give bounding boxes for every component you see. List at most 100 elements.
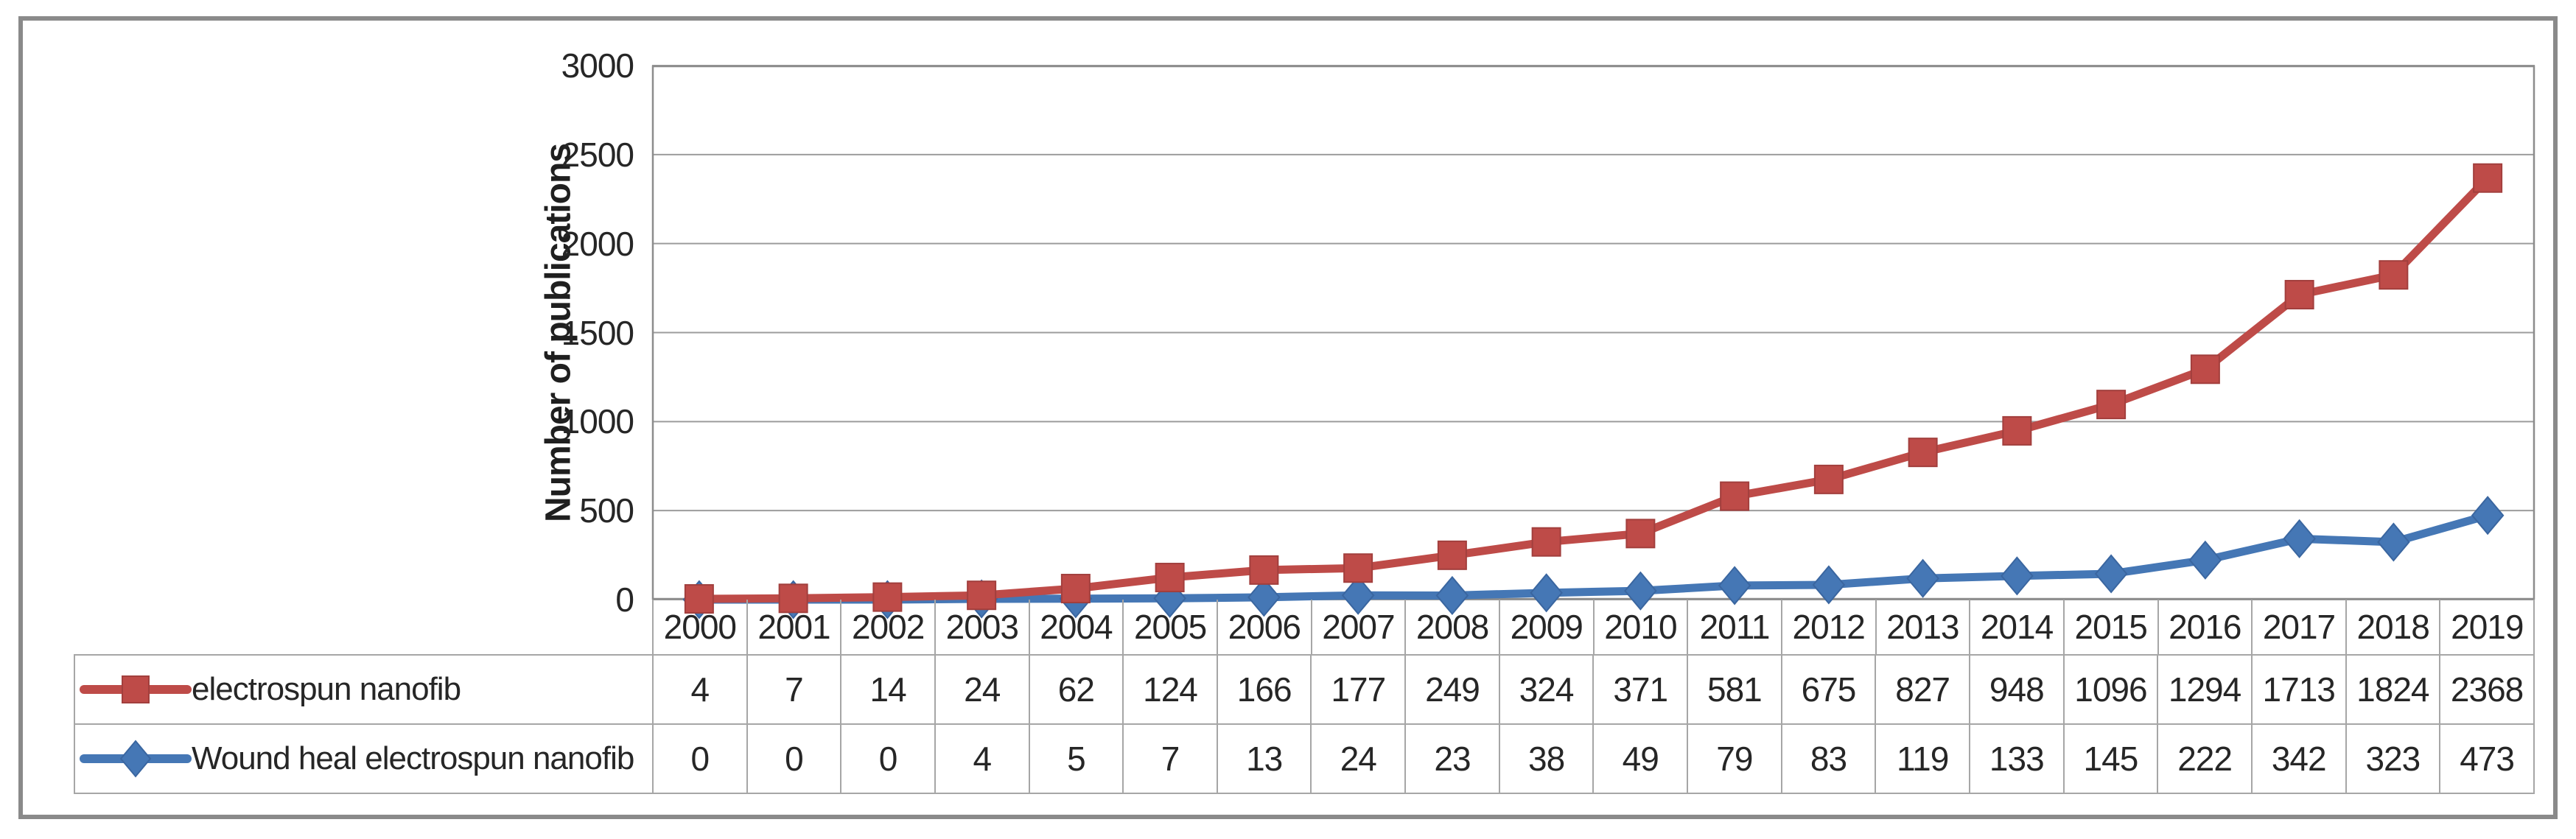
data-point-marker [1341,575,1375,615]
x-axis-label: 2007 [1312,600,1407,654]
x-axis-label: 2003 [936,600,1030,654]
data-point-marker [1155,563,1185,593]
x-axis-label: 2000 [654,600,748,654]
table-row: electrospun nanofib 4 7 14 24 62 124 166 177 249 3… [74,654,2535,725]
table-cell-value: 581 [1687,654,1782,725]
table-cell-value: 7 [1122,723,1218,794]
data-point-marker [1249,555,1279,585]
x-axis-label: 2013 [1877,600,1971,654]
data-point-marker [2002,415,2032,446]
x-axis-label: 2009 [1500,600,1595,654]
series-legend-key [80,675,192,703]
y-axis-tick-label: 1000 [561,402,634,441]
table-cell-value: 1713 [2250,654,2347,725]
series-name-label: electrospun nanofib [192,671,461,707]
data-point-marker [872,582,903,612]
data-point-marker [1624,571,1657,611]
data-point-marker [2001,556,2034,596]
table-cell-value: 324 [1498,654,1595,725]
chart-outer-border [18,16,2558,819]
table-cell-value: 177 [1310,654,1407,725]
table-cell-value: 62 [1028,654,1124,725]
data-point-marker [1906,558,1939,598]
table-cell-value: 675 [1780,654,1877,725]
x-axis-label: 2018 [2347,600,2441,654]
y-axis-tick-label: 0 [615,580,634,619]
table-cell-value: 371 [1592,654,1689,725]
table-cell-value: 24 [934,654,1030,725]
table-cell-value: 38 [1498,723,1595,794]
table-cell-value: 145 [2062,723,2159,794]
table-cell-value: 1824 [2345,654,2441,725]
table-cell-value: 1096 [2062,654,2159,725]
table-cell-value: 7 [746,654,842,725]
data-point-marker [2473,163,2503,193]
x-axis-label: 2001 [748,600,842,654]
table-cell-value: 4 [652,654,748,725]
data-point-marker [1813,464,1844,494]
data-point-marker [1720,481,1750,511]
table-cell-value: 5 [1028,723,1124,794]
plot-border [651,65,2535,600]
table-cell-value: 13 [1216,723,1312,794]
table-cell-value: 166 [1216,654,1312,725]
series-legend-key [80,740,192,778]
data-point-marker [1908,438,1938,468]
table-cell-value: 222 [2157,723,2253,794]
y-axis-tick-label: 500 [579,491,634,530]
table-cell-value: 133 [1968,723,2065,794]
x-axis-label: 2011 [1688,600,1782,654]
x-axis-label: 2019 [2451,608,2524,646]
x-axis-label: 2015 [2065,600,2159,654]
x-axis-category-row: 2000 2001 2002 2003 2004 2005 2006 2007 2008 2009… [652,600,2535,654]
data-point-marker [2096,390,2127,420]
y-axis-tick-label: 1500 [561,313,634,352]
y-axis-tick-label: 2500 [561,135,634,174]
table-row: Wound heal electrospun nanofib 0 0 0 4 5 7 13 24… [74,723,2535,794]
data-point-marker [1530,573,1563,613]
data-point-marker [2284,280,2314,310]
y-axis-tick-label: 2000 [561,224,634,263]
data-point-marker [967,580,997,611]
x-axis-label: 2002 [841,600,936,654]
table-cell-value: 323 [2345,723,2441,794]
table-cell-value: 473 [2439,723,2535,794]
table-cell-value: 124 [1122,654,1218,725]
data-point-marker [1625,519,1656,549]
table-cell-value: 4 [934,723,1030,794]
data-point-marker [1247,578,1281,617]
table-cell-value: 827 [1875,654,1970,725]
x-axis-label: 2008 [1406,600,1500,654]
table-cell-value: 249 [1404,654,1500,725]
series-line [695,174,2492,603]
data-point-marker [2190,354,2220,385]
series-name-label: Wound heal electrospun nanofib [192,740,634,776]
table-cell-value: 0 [746,723,842,794]
x-axis-label: 2004 [1030,600,1124,654]
data-point-marker [1437,540,1467,570]
data-point-marker [2377,522,2410,562]
x-axis-label: 2016 [2159,600,2253,654]
series-name-cell: electrospun nanofib [74,654,654,725]
series-name-cell: Wound heal electrospun nanofib [74,723,654,794]
data-table: electrospun nanofib 4 7 14 24 62 124 166 177 249 3… [74,654,2535,794]
table-cell-value: 49 [1592,723,1689,794]
x-axis-label: 2010 [1595,600,1689,654]
data-point-marker [2094,554,2128,594]
table-cell-value: 79 [1687,723,1782,794]
data-point-marker [1718,566,1751,605]
table-cell-value: 948 [1968,654,2065,725]
table-cell-value: 23 [1404,723,1500,794]
x-axis-label: 2005 [1124,600,1218,654]
data-point-marker [1343,553,1373,583]
data-point-marker [2283,519,2316,558]
table-cell-value: 0 [652,723,748,794]
data-point-marker [1531,527,1561,557]
table-cell-value: 1294 [2157,654,2253,725]
data-point-marker [1060,574,1091,604]
x-axis-label: 2017 [2253,600,2347,654]
plot-area [651,65,2535,619]
data-point-marker [684,584,714,614]
table-cell-value: 83 [1780,723,1877,794]
